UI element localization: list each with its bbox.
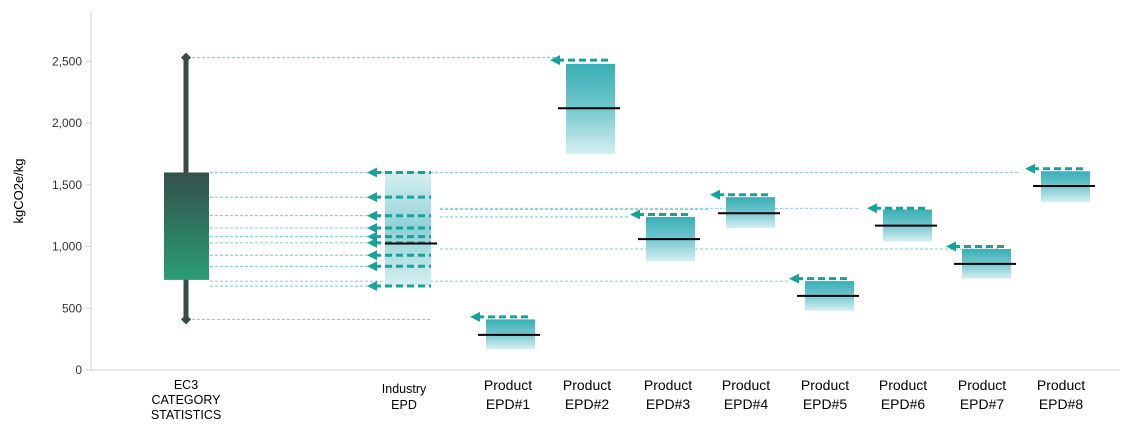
ec3-whisker-cap (181, 314, 191, 325)
axes: 0 500 1,000 1,500 2,000 2,500 kgCO2e/kg (11, 12, 1120, 377)
category-label-line: Product (484, 377, 532, 393)
category-label-line: Product (958, 377, 1006, 393)
category-label-line: EPD#4 (724, 396, 769, 412)
arrow-head (367, 231, 377, 242)
arrow-head (630, 209, 640, 220)
arrow-head (867, 203, 877, 214)
arrow-head (367, 223, 377, 234)
category-label-line: EPD#7 (960, 396, 1005, 412)
category-label-line: STATISTICS (151, 408, 221, 422)
category-label-line: Product (722, 377, 770, 393)
chart-marks (164, 52, 1095, 350)
category-label-line: EPD (391, 398, 417, 412)
arrow-head (367, 210, 377, 221)
arrow-head (367, 192, 377, 203)
arrow-head (367, 250, 377, 261)
category-label-line: Industry (382, 382, 427, 396)
category-label-line: Product (801, 377, 849, 393)
arrow-head (946, 241, 956, 252)
category-label-line: EPD#8 (1039, 396, 1084, 412)
y-axis-title: kgCO2e/kg (11, 158, 26, 223)
y-ticks: 0 500 1,000 1,500 2,000 2,500 (52, 54, 91, 377)
arrow-head (367, 167, 377, 178)
arrow-head (1025, 163, 1035, 174)
category-label-line: CATEGORY (152, 393, 222, 407)
arrow-head (550, 55, 560, 66)
category-label-line: EPD#3 (646, 396, 691, 412)
ec3-whisker-cap (181, 52, 191, 63)
arrow-head (367, 281, 377, 292)
y-tick-label: 500 (62, 301, 82, 315)
arrow-head (789, 273, 799, 284)
arrow-head (710, 189, 720, 200)
arrow-head (470, 311, 480, 322)
category-label-line: EC3 (174, 378, 198, 392)
category-label-line: EPD#1 (486, 396, 531, 412)
category-label-line: Product (563, 377, 611, 393)
category-label-line: EPD#2 (565, 396, 610, 412)
category-label-line: Product (1037, 377, 1085, 393)
guide-lines (192, 57, 1020, 320)
ec3-box (164, 172, 209, 280)
y-tick-label: 1,500 (52, 178, 82, 192)
category-label-line: Product (879, 377, 927, 393)
category-label-line: EPD#5 (803, 396, 848, 412)
category-label-line: EPD#6 (881, 396, 926, 412)
y-tick-label: 2,000 (52, 116, 82, 130)
y-tick-label: 0 (75, 363, 82, 377)
y-tick-label: 1,000 (52, 240, 82, 254)
y-tick-label: 2,500 (52, 54, 82, 68)
category-label-line: Product (644, 377, 692, 393)
arrow-head (367, 261, 377, 272)
